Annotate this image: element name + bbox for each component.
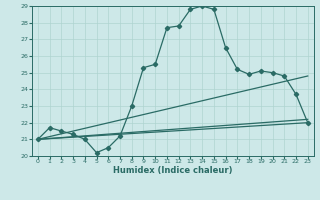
X-axis label: Humidex (Indice chaleur): Humidex (Indice chaleur): [113, 166, 233, 175]
